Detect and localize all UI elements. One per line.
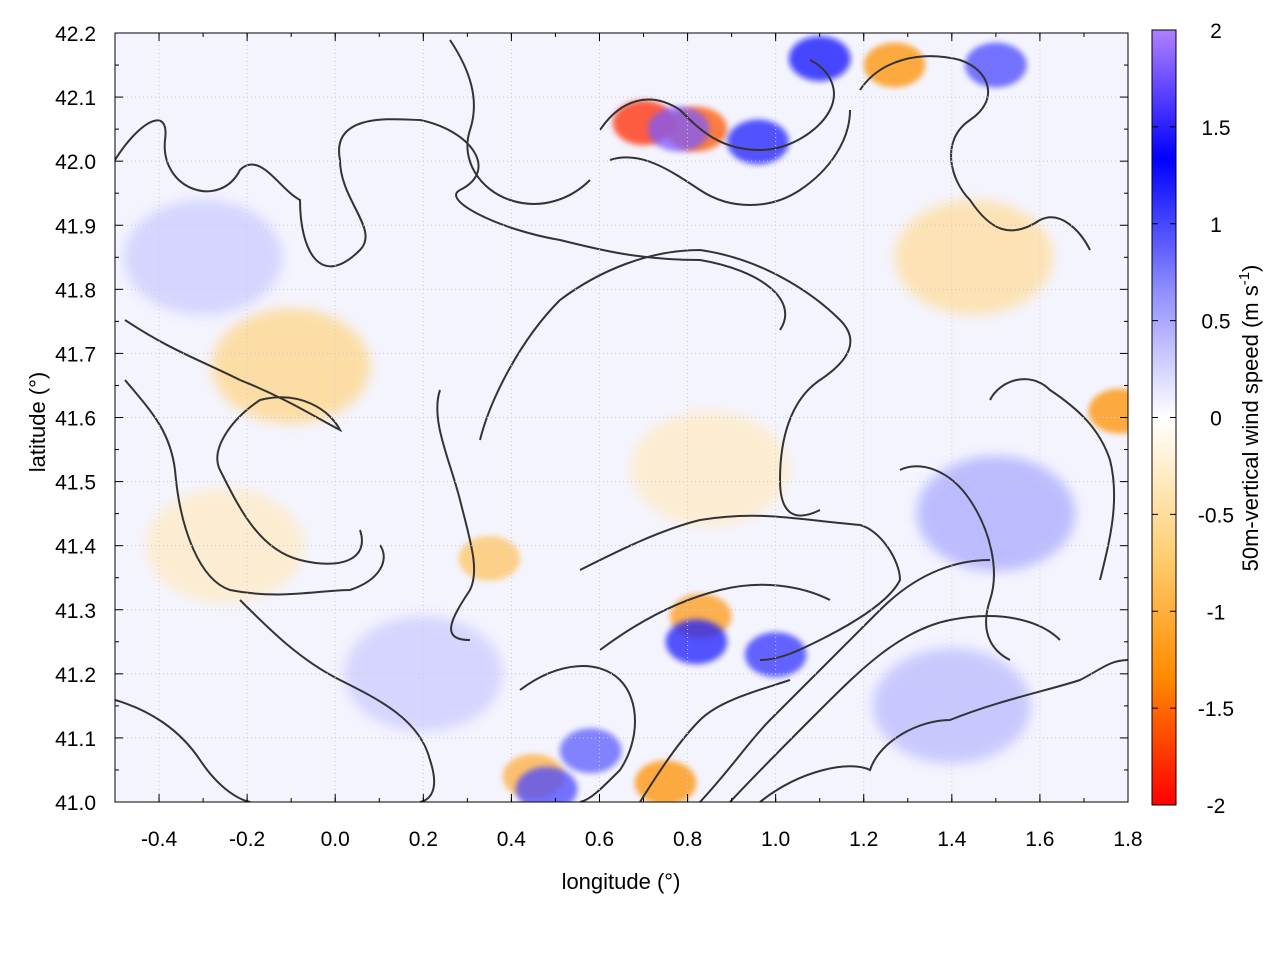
colorbar-tick-label: 2: [1210, 20, 1222, 43]
downdraft-spot: [458, 536, 521, 581]
y-tick-label: 41.5: [55, 472, 96, 495]
contour-line: [436, 389, 476, 641]
updraft-spot: [665, 619, 728, 665]
colorbar-label: 50m-vertical wind speed (m s-1): [1236, 265, 1263, 572]
plot-area: [114, 32, 1129, 803]
x-axis-label: longitude (°): [562, 869, 681, 894]
contour-line: [579, 514, 902, 661]
updraft-band: [123, 199, 283, 315]
x-tick-label: 1.8: [1113, 828, 1142, 851]
contour-line: [115, 699, 251, 802]
y-tick-label: 41.6: [55, 408, 96, 431]
y-tick-label: 41.3: [55, 600, 96, 623]
y-tick-label: 42.2: [55, 23, 96, 46]
colorbar-tick-label: -1.5: [1198, 698, 1234, 721]
contour-line: [729, 615, 1061, 802]
contour-lines: [115, 39, 1128, 802]
x-tick-label: 0.6: [585, 828, 614, 851]
downdraft-band: [894, 199, 1054, 315]
contour-line: [124, 379, 385, 596]
downdraft-band: [145, 487, 305, 604]
contour-line: [479, 248, 852, 517]
y-tick-label: 41.2: [55, 664, 96, 687]
colorbar-tick-label: -2: [1207, 795, 1226, 818]
y-tick-label: 42.1: [55, 87, 96, 110]
grid-lines: [115, 33, 1128, 802]
contour-line: [989, 378, 1116, 581]
contour-line: [609, 109, 851, 206]
y-axis-label: latitude (°): [25, 372, 50, 473]
y-tick-label: 42.0: [55, 151, 96, 174]
y-tick-label: 41.1: [55, 728, 96, 751]
contour-line: [124, 319, 363, 565]
x-tick-label: 1.0: [761, 828, 790, 851]
colorbar-tick-label: 0: [1210, 408, 1222, 431]
y-tick-label: 41.0: [55, 792, 96, 815]
y-tick-label: 41.9: [55, 215, 96, 238]
colorbar-tick-label: -0.5: [1198, 504, 1234, 527]
updraft-spot: [647, 106, 710, 152]
contour-line: [699, 559, 991, 802]
colorbar-tick-label: 0.5: [1201, 311, 1230, 334]
contour-line: [859, 55, 1091, 251]
y-axis-ticks: 41.0 41.1 41.2 41.3 41.4 41.5 41.6 41.7 41.8 41.9…: [55, 23, 1128, 815]
contour-line: [519, 665, 636, 802]
downdraft-spot: [634, 760, 697, 802]
updraft-spot: [744, 632, 807, 678]
updraft-spot: [727, 119, 789, 165]
updraft-spot: [515, 766, 578, 802]
x-axis-ticks: -0.4 -0.2 0.0 0.2 0.4 0.6 0.8 1.0 1.2 1.4 1.6 1.8: [114, 33, 1143, 851]
colorbar: 2 1.5 1 0.5 0 -0.5 -1 -1.5 -2 50m-vertical wind …: [1151, 20, 1263, 818]
updraft-spot: [965, 42, 1027, 88]
updraft-spot: [788, 36, 851, 82]
y-tick-label: 41.4: [55, 536, 96, 559]
x-tick-label: 0.0: [321, 828, 350, 851]
downdraft-spot: [863, 42, 926, 88]
colorbar-label-unit-exponent: -1: [1236, 272, 1253, 285]
y-tick-label: 41.7: [55, 343, 96, 366]
downdraft-band: [630, 411, 789, 527]
x-tick-label: 0.8: [673, 828, 702, 851]
contour-line: [239, 599, 436, 802]
colorbar-tick-label: 1.5: [1201, 117, 1230, 140]
contour-line: [899, 465, 1011, 661]
updraft-spot: [559, 728, 622, 774]
downdraft-spot: [1088, 388, 1128, 434]
contour-line: [599, 59, 835, 152]
contour-line: [759, 659, 1128, 802]
contour-line: [639, 679, 791, 802]
x-tick-label: 1.6: [1025, 828, 1054, 851]
x-tick-label: 1.4: [937, 828, 967, 851]
x-tick-label: -0.4: [141, 828, 178, 851]
contour-line: [449, 39, 591, 205]
x-tick-label: 0.4: [497, 828, 527, 851]
colorbar-tick-label: -1: [1207, 601, 1226, 624]
x-tick-label: -0.2: [229, 828, 265, 851]
colorbar-tick-label: 1: [1210, 214, 1222, 237]
x-tick-label: 0.2: [409, 828, 438, 851]
x-tick-label: 1.2: [849, 828, 878, 851]
contour-line: [599, 583, 831, 651]
contour-line: [115, 118, 787, 331]
y-tick-label: 41.8: [55, 279, 96, 302]
downdraft-band: [211, 308, 371, 424]
colorbar-ticks: 2 1.5 1 0.5 0 -0.5 -1 -1.5 -2: [1152, 20, 1234, 818]
